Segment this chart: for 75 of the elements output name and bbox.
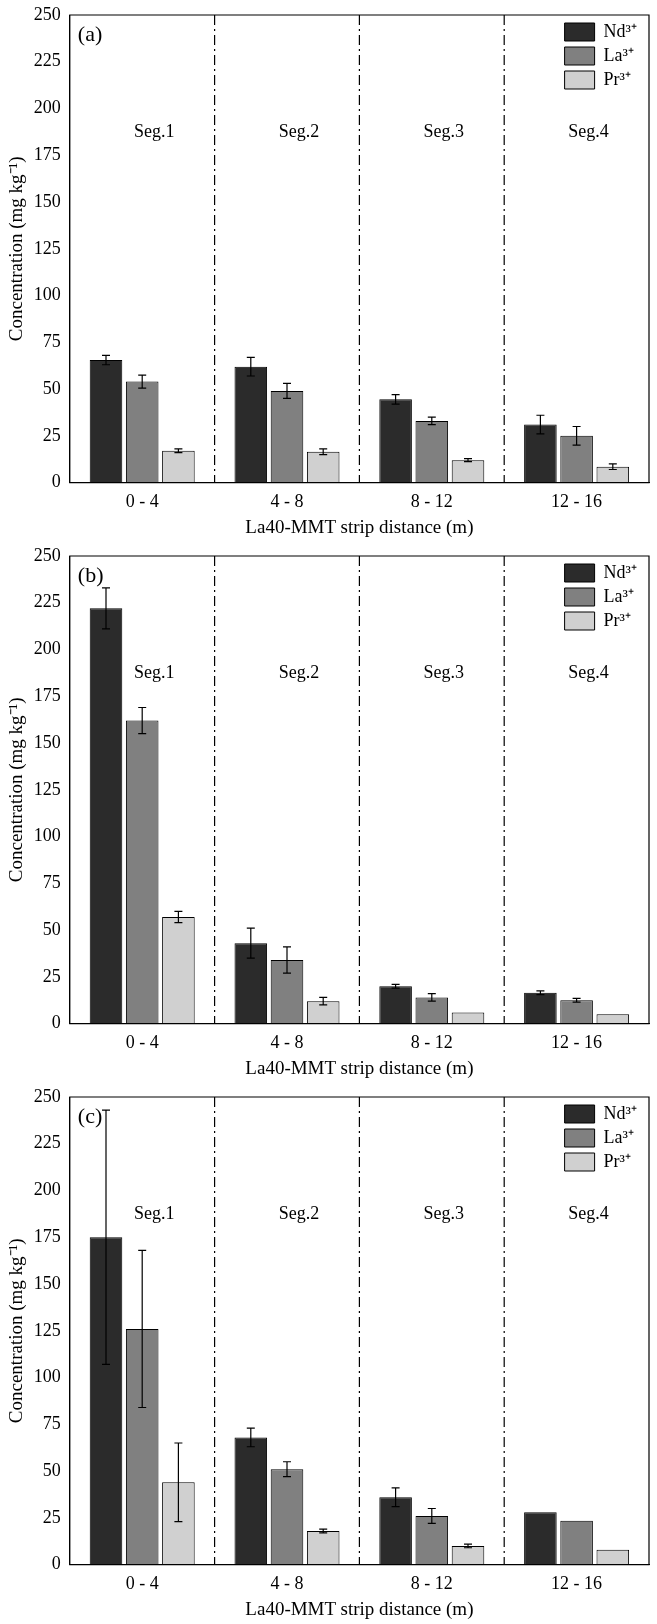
y-tick-label: 50: [42, 1459, 61, 1480]
x-tick-label: 8 - 12: [410, 491, 453, 512]
x-tick-label: 8 - 12: [410, 1032, 453, 1053]
x-axis-title: La40-MMT strip distance (m): [245, 1597, 474, 1620]
annotation: Seg.2: [278, 1202, 320, 1223]
y-tick-label: 0: [51, 1553, 61, 1574]
y-tick-label: 150: [33, 1272, 61, 1293]
annotation: Seg.3: [423, 1202, 465, 1223]
y-tick-label: 250: [33, 544, 61, 565]
y-tick-label: 75: [42, 331, 61, 352]
annotation: Seg.2: [278, 661, 320, 682]
y-axis-title: Concentration (mg kg⁻¹): [5, 697, 28, 883]
x-tick-label: 0 - 4: [125, 491, 159, 512]
y-tick-label: 250: [33, 3, 61, 24]
y-tick-label: 25: [42, 1506, 61, 1527]
y-tick-label: 150: [33, 190, 61, 211]
legend-label: Pr³⁺: [603, 68, 632, 89]
y-tick-label: 200: [33, 1179, 61, 1200]
legend-label: La³⁺: [603, 1126, 634, 1147]
y-tick-label: 25: [42, 424, 61, 445]
x-axis-title: La40-MMT strip distance (m): [245, 1056, 474, 1079]
legend-label: Pr³⁺: [603, 609, 632, 630]
chart-title: (b): [77, 561, 104, 587]
x-tick-label: 12 - 16: [551, 491, 603, 512]
y-tick-label: 0: [51, 1012, 61, 1033]
y-tick-label: 250: [33, 1085, 61, 1106]
legend-label: La³⁺: [603, 44, 634, 65]
annotation: Seg.1: [133, 120, 175, 141]
x-tick-label: 4 - 8: [270, 491, 304, 512]
annotation: Seg.4: [568, 1202, 609, 1223]
x-tick-label: 12 - 16: [551, 1573, 603, 1594]
y-tick-label: 225: [33, 1132, 61, 1153]
y-tick-label: 100: [33, 825, 61, 846]
annotation: Seg.1: [133, 661, 175, 682]
y-tick-label: 25: [42, 965, 61, 986]
legend-label: La³⁺: [603, 585, 634, 606]
y-tick-label: 75: [42, 872, 61, 893]
y-tick-label: 125: [33, 1319, 61, 1340]
x-tick-label: 4 - 8: [270, 1032, 304, 1053]
legend-label: Nd³⁺: [603, 20, 638, 41]
annotation: Seg.3: [423, 120, 465, 141]
x-tick-label: 0 - 4: [125, 1573, 159, 1594]
chart-title: (c): [77, 1102, 103, 1128]
annotation: Seg.1: [133, 1202, 175, 1223]
annotation: Seg.2: [278, 120, 320, 141]
y-tick-label: 200: [33, 97, 61, 118]
y-tick-label: 75: [42, 1413, 61, 1434]
y-tick-label: 225: [33, 591, 61, 612]
y-tick-label: 50: [42, 377, 61, 398]
x-tick-label: 0 - 4: [125, 1032, 159, 1053]
annotation: Seg.4: [568, 661, 609, 682]
y-tick-label: 175: [33, 144, 61, 165]
annotation: Seg.3: [423, 661, 465, 682]
x-tick-label: 12 - 16: [551, 1032, 603, 1053]
y-tick-label: 225: [33, 50, 61, 71]
annotation: Seg.4: [568, 120, 609, 141]
legend-label: Pr³⁺: [603, 1150, 632, 1171]
legend-label: Nd³⁺: [603, 1102, 638, 1123]
y-axis-title: Concentration (mg kg⁻¹): [5, 156, 28, 342]
x-tick-label: 8 - 12: [410, 1573, 453, 1594]
x-tick-label: 4 - 8: [270, 1573, 304, 1594]
y-axis-title: Concentration (mg kg⁻¹): [5, 1238, 28, 1424]
x-axis-title: La40-MMT strip distance (m): [245, 515, 474, 538]
y-tick-label: 150: [33, 731, 61, 752]
y-tick-label: 50: [42, 918, 61, 939]
y-tick-label: 100: [33, 284, 61, 305]
legend-label: Nd³⁺: [603, 561, 638, 582]
y-tick-label: 175: [33, 1226, 61, 1247]
y-tick-label: 200: [33, 638, 61, 659]
y-tick-label: 100: [33, 1366, 61, 1387]
y-tick-label: 175: [33, 685, 61, 706]
y-tick-label: 125: [33, 778, 61, 799]
y-tick-label: 0: [51, 471, 61, 492]
y-tick-label: 125: [33, 237, 61, 258]
chart-title: (a): [77, 20, 103, 46]
